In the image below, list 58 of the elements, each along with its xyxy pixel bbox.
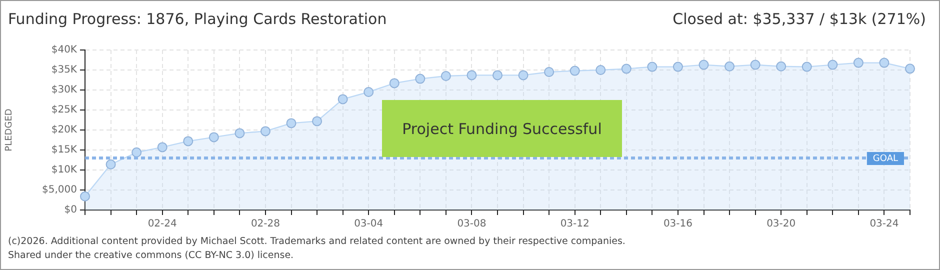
y-tick-label: $10K bbox=[51, 164, 78, 176]
point bbox=[672, 62, 683, 72]
point bbox=[338, 94, 348, 104]
y-tick-label: $0 bbox=[64, 204, 77, 216]
y-tick-label: $40K bbox=[51, 44, 78, 56]
x-tick-label: 03-08 bbox=[457, 218, 486, 230]
point bbox=[312, 116, 322, 126]
y-tick-label: $25K bbox=[51, 104, 78, 116]
point bbox=[492, 70, 502, 80]
point bbox=[518, 70, 528, 80]
point bbox=[157, 142, 168, 152]
ref-line-label: GOAL bbox=[872, 154, 898, 164]
point bbox=[828, 60, 838, 70]
point bbox=[802, 62, 812, 72]
x-tick-label: 03-16 bbox=[663, 218, 692, 230]
point bbox=[389, 78, 400, 88]
y-tick-label: $30K bbox=[51, 84, 78, 96]
annotation: Project Funding Successful bbox=[402, 120, 602, 138]
point bbox=[698, 60, 709, 70]
point bbox=[106, 159, 116, 170]
point bbox=[415, 74, 426, 84]
point bbox=[80, 191, 90, 202]
point bbox=[466, 70, 477, 80]
point bbox=[183, 136, 194, 146]
x-tick-label: 02-24 bbox=[148, 218, 177, 230]
point bbox=[621, 64, 632, 74]
x-tick-label: 03-20 bbox=[766, 218, 796, 230]
point bbox=[208, 132, 219, 142]
chart-subtitle: Closed at: $35,337 / $13k (271%) bbox=[672, 10, 926, 28]
y-tick-label: $35K bbox=[51, 64, 78, 76]
point bbox=[286, 118, 296, 128]
x-tick-label: 03-24 bbox=[870, 218, 899, 230]
point bbox=[544, 67, 554, 77]
point bbox=[364, 87, 374, 97]
text: (c)2026. Additional content provided by Michael Scott. Trademarks and related content are owned by their respective companies. bbox=[8, 236, 626, 247]
point bbox=[905, 64, 915, 74]
point bbox=[132, 147, 142, 158]
y-tick-label: $15K bbox=[51, 144, 78, 156]
banner: Project Funding Successful bbox=[382, 100, 622, 157]
y-tick-label: $5,000 bbox=[42, 184, 77, 196]
text: Shared under the creative commons (CC BY-NC 3.0) license. bbox=[8, 250, 294, 261]
x-tick-label: 03-12 bbox=[560, 218, 590, 230]
chart-title: Funding Progress: 1876, Playing Cards Restoration bbox=[8, 10, 387, 28]
y-tick-label: $20K bbox=[51, 124, 78, 136]
y-axis-title: PLEDGED bbox=[4, 108, 15, 152]
point bbox=[570, 66, 580, 76]
point bbox=[647, 62, 658, 72]
point bbox=[750, 60, 760, 70]
x-tick-label: 03-04 bbox=[354, 218, 384, 230]
point bbox=[724, 61, 735, 72]
point bbox=[440, 71, 451, 81]
point bbox=[260, 126, 270, 136]
point bbox=[596, 65, 606, 75]
x-tick-label: 02-28 bbox=[250, 218, 280, 230]
point bbox=[879, 58, 890, 68]
point bbox=[234, 128, 245, 138]
point bbox=[853, 58, 864, 68]
point bbox=[776, 61, 786, 72]
